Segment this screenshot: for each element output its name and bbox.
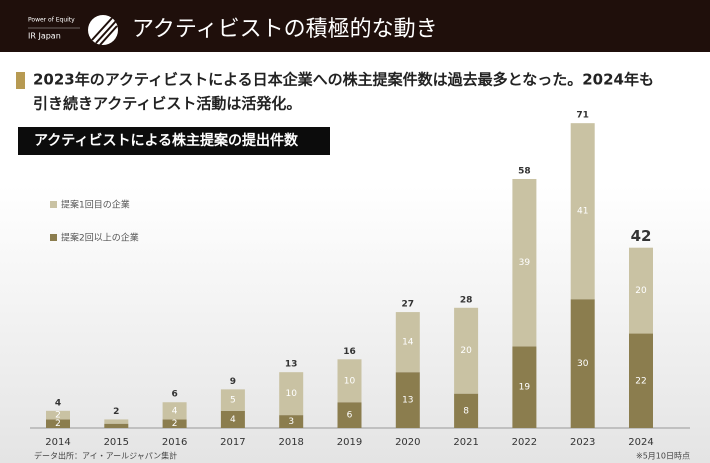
data-label: 14: [402, 338, 414, 348]
data-label: 3: [288, 417, 294, 427]
headline: 2023年のアクティビストによる日本企業への株主提案件数は過去最多となった。20…: [33, 71, 654, 89]
x-tick-label: 2016: [162, 437, 187, 448]
brand-bottom: IR Japan: [28, 32, 61, 41]
data-label: 10: [344, 376, 356, 386]
total-label: 9: [230, 377, 236, 387]
bar-segment: [279, 372, 304, 416]
data-label: 2: [172, 419, 178, 429]
bar-segment: [46, 419, 70, 428]
total-label: 28: [460, 295, 473, 305]
data-label: 2: [55, 411, 61, 421]
x-tick-label: 2024: [628, 437, 653, 448]
legend-swatch: [50, 234, 57, 241]
total-label: 16: [343, 347, 356, 357]
total-label: 27: [402, 300, 415, 310]
bar-segment: [46, 410, 70, 420]
brand-top: Power of Equity: [28, 17, 75, 24]
bar-segment: [570, 299, 595, 428]
x-tick-label: 2023: [570, 437, 595, 448]
data-label: 30: [577, 359, 589, 369]
bar-segment: [629, 247, 653, 334]
bar-segment: [162, 419, 187, 428]
x-tick-label: 2020: [395, 437, 420, 448]
data-label: 41: [577, 207, 588, 217]
bar-segment: [104, 419, 129, 424]
total-label: 6: [171, 390, 177, 400]
x-tick-label: 2017: [220, 437, 245, 448]
logo: [88, 15, 118, 46]
data-label: 4: [172, 406, 178, 416]
x-tick-label: 2021: [453, 437, 478, 448]
legend-label: 提案1回目の企業: [61, 199, 130, 211]
total-label: 58: [518, 166, 531, 176]
headline-marker: [16, 72, 25, 89]
total-label: 4: [55, 398, 61, 408]
data-label: 22: [635, 376, 646, 386]
data-label: 2: [55, 419, 61, 429]
x-tick-label: 2015: [104, 437, 129, 448]
data-label: 13: [402, 396, 413, 406]
x-tick-label: 2014: [45, 437, 70, 448]
data-label: 10: [285, 389, 297, 399]
x-tick-label: 2022: [512, 437, 537, 448]
data-label: 20: [635, 286, 647, 296]
bar-segment: [629, 333, 653, 428]
source: データ出所：アイ・アールジャパン集計: [34, 451, 177, 461]
total-label: 13: [285, 360, 298, 370]
x-tick-label: 2018: [278, 437, 303, 448]
bar-segment: [395, 312, 420, 373]
note: ※5月10日時点: [636, 452, 690, 461]
header-title: アクティビストの積極的な動き: [132, 17, 438, 42]
bar-segment: [454, 393, 479, 428]
data-label: 19: [519, 383, 531, 393]
bar-segment: [570, 123, 595, 300]
data-label: 4: [230, 415, 236, 425]
bar-segment: [220, 410, 245, 428]
data-label: 6: [347, 411, 353, 421]
chart-title: アクティビストによる株主提案の提出件数: [34, 132, 299, 149]
legend-label: 提案2回以上の企業: [61, 232, 139, 244]
chart-title-box: [18, 127, 330, 155]
total-label: 42: [631, 227, 652, 245]
data-label: 20: [460, 346, 472, 356]
bar-segment: [162, 402, 187, 420]
header-bar: [0, 0, 710, 52]
bar-segment: [337, 359, 362, 403]
headline: 引き続きアクティビスト活動は活発化。: [33, 95, 301, 113]
data-label: 8: [463, 406, 469, 416]
legend-swatch: [50, 201, 57, 208]
bar-segment: [395, 372, 420, 428]
total-label: 71: [576, 111, 589, 121]
bar-segment: [337, 402, 362, 428]
bar-segment: [512, 346, 537, 428]
x-tick-label: 2019: [337, 437, 362, 448]
total-label: 2: [113, 407, 119, 417]
bar-segment: [279, 415, 304, 428]
bar-segment: [512, 178, 537, 347]
data-label: 39: [519, 258, 531, 268]
data-label: 5: [230, 396, 236, 406]
bar-segment: [454, 307, 479, 394]
bar-segment: [220, 389, 245, 411]
bar-segment: [104, 423, 129, 428]
